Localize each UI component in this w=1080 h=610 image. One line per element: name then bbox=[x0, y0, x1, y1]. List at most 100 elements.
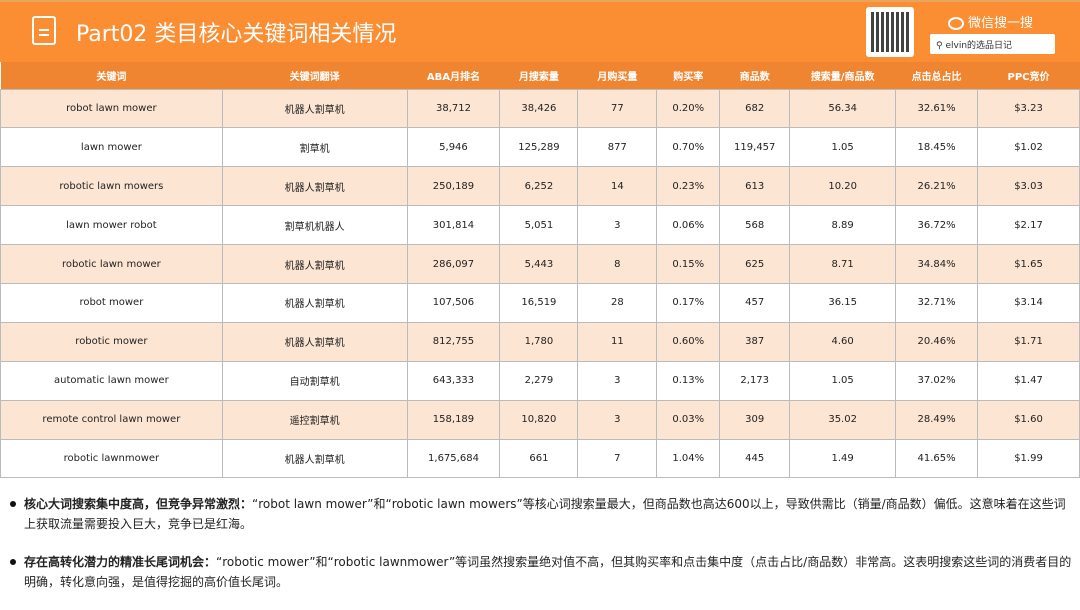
table-cell: 661 bbox=[499, 438, 579, 479]
table-cell: 4.60 bbox=[789, 321, 897, 362]
table-cell: $1.47 bbox=[977, 360, 1080, 401]
table-cell: 309 bbox=[719, 399, 791, 440]
table-cell: 8.71 bbox=[789, 244, 897, 284]
table-cell: $3.14 bbox=[977, 282, 1080, 323]
table-cell: lawn mower robot bbox=[0, 205, 223, 246]
wechat-icon bbox=[948, 17, 964, 30]
table-cell: 机器人割草机 bbox=[221, 244, 408, 284]
table-cell: 5,051 bbox=[499, 205, 579, 246]
table-cell: 割草机 bbox=[221, 127, 408, 168]
search-box[interactable]: ⚲ elvin的选品日记 bbox=[930, 34, 1055, 54]
table-cell: robot lawn mower bbox=[0, 88, 223, 129]
column-header: ABA月排名 bbox=[407, 62, 500, 89]
table-cell: 1.05 bbox=[789, 127, 897, 168]
table-cell: 625 bbox=[719, 244, 791, 284]
column-header: 点击总占比 bbox=[895, 62, 978, 89]
table-cell: 613 bbox=[719, 166, 791, 207]
column-header: 月购买量 bbox=[577, 62, 657, 89]
table-cell: lawn mower bbox=[0, 127, 223, 168]
table-cell: 36.72% bbox=[895, 205, 979, 246]
table-cell: 250,189 bbox=[406, 166, 501, 207]
insight-item: 核心大词搜索集中度高，但竞争异常激烈：“robot lawn mower”和“r… bbox=[8, 494, 1073, 534]
table-cell: 机器人割草机 bbox=[221, 438, 408, 479]
table-cell: 1.04% bbox=[656, 438, 721, 479]
table-cell: 643,333 bbox=[406, 360, 501, 401]
table-row: automatic lawn mower 自动割草机 643,333 2,279 3 0.… bbox=[0, 360, 1080, 401]
table-cell: 0.20% bbox=[656, 88, 721, 129]
table-cell: $1.71 bbox=[977, 321, 1080, 362]
table-cell: 14 bbox=[577, 166, 658, 207]
table-cell: 8 bbox=[577, 244, 658, 284]
table-cell: $3.23 bbox=[977, 88, 1080, 129]
table-cell: 8.89 bbox=[789, 205, 897, 246]
column-header: PPC竞价 bbox=[977, 62, 1080, 89]
insight-text: “robotic mower”和“robotic lawnmower”等词虽然搜… bbox=[24, 555, 1072, 589]
table-row: lawn mower 割草机 5,946 125,289 877 0.70% 119,457… bbox=[0, 127, 1080, 168]
table-cell: 20.46% bbox=[895, 321, 979, 362]
table-cell: 38,426 bbox=[499, 88, 579, 129]
table-cell: 5,946 bbox=[406, 127, 501, 168]
table-cell: 6,252 bbox=[499, 166, 579, 207]
table-cell: 10.20 bbox=[789, 166, 897, 207]
table-cell: 682 bbox=[719, 88, 791, 129]
table-cell: 1.05 bbox=[789, 360, 897, 401]
column-header: 月搜索量 bbox=[499, 62, 578, 89]
table-row: remote control lawn mower 遥控割草机 158,189 10,… bbox=[0, 399, 1080, 440]
insight-heading: 核心大词搜索集中度高，但竞争异常激烈： bbox=[24, 497, 253, 511]
page-title: Part02 类目核心关键词相关情况 bbox=[76, 22, 397, 47]
table-cell: remote control lawn mower bbox=[0, 399, 223, 440]
table-row: robotic lawnmower 机器人割草机 1,675,684 661 7 1.04… bbox=[0, 438, 1080, 479]
table-cell: 1,780 bbox=[499, 321, 579, 362]
header-banner: Part02 类目核心关键词相关情况 微信搜一搜 ⚲ elvin的选品日记 bbox=[0, 0, 1080, 62]
table-cell: 0.06% bbox=[656, 205, 721, 246]
table-cell: 0.13% bbox=[656, 360, 721, 401]
table-row: robotic mower 机器人割草机 812,755 1,780 11 0.60% 38… bbox=[0, 321, 1080, 362]
table-cell: 812,755 bbox=[406, 321, 501, 362]
column-header: 购买率 bbox=[656, 62, 720, 89]
table-cell: 机器人割草机 bbox=[221, 88, 408, 129]
table-cell: 301,814 bbox=[406, 205, 501, 246]
table-cell: 0.15% bbox=[656, 244, 721, 284]
table-cell: $3.03 bbox=[977, 166, 1080, 207]
table-row: lawn mower robot 割草机机器人 301,814 5,051 3 0.06%… bbox=[0, 205, 1080, 246]
table-cell: 2,173 bbox=[719, 360, 791, 401]
table-cell: 286,097 bbox=[406, 244, 501, 284]
table-cell: 10,820 bbox=[499, 399, 579, 440]
table-cell: $1.60 bbox=[977, 399, 1080, 440]
wechat-label-text: 微信搜一搜 bbox=[968, 16, 1034, 31]
table-cell: 877 bbox=[577, 127, 658, 168]
wechat-search-label: 微信搜一搜 bbox=[948, 12, 1033, 31]
table-cell: 11 bbox=[577, 321, 658, 362]
table-cell: 38,712 bbox=[406, 88, 501, 129]
column-header: 关键词 bbox=[0, 62, 223, 89]
table-cell: 107,506 bbox=[406, 282, 501, 323]
table-cell: $1.02 bbox=[977, 127, 1080, 168]
table-cell: 445 bbox=[719, 438, 791, 479]
table-row: robotic lawn mowers 机器人割草机 250,189 6,252 14 0… bbox=[0, 166, 1080, 207]
table-cell: 457 bbox=[719, 282, 791, 323]
table-cell: 28 bbox=[577, 282, 658, 323]
table-cell: robotic mower bbox=[0, 321, 223, 362]
search-icon: ⚲ bbox=[936, 41, 946, 51]
column-header: 关键词翻译 bbox=[222, 62, 408, 89]
table-cell: 28.49% bbox=[895, 399, 979, 440]
table-row: robot lawn mower 机器人割草机 38,712 38,426 77 0.20… bbox=[0, 88, 1080, 129]
table-cell: 35.02 bbox=[789, 399, 897, 440]
insight-heading: 存在高转化潜力的精准长尾词机会： bbox=[24, 555, 217, 569]
table-cell: 32.71% bbox=[895, 282, 979, 323]
table-cell: 1,675,684 bbox=[406, 438, 501, 479]
table-cell: 机器人割草机 bbox=[221, 321, 408, 362]
table-cell: 5,443 bbox=[499, 244, 579, 284]
table-cell: 3 bbox=[577, 399, 658, 440]
table-cell: 34.84% bbox=[895, 244, 979, 284]
table-cell: 7 bbox=[577, 438, 658, 479]
table-cell: 568 bbox=[719, 205, 791, 246]
table-cell: 119,457 bbox=[719, 127, 791, 168]
table-cell: 16,519 bbox=[499, 282, 579, 323]
column-header: 搜索量/商品数 bbox=[789, 62, 896, 89]
table-header-row: 关键词 关键词翻译 ABA月排名 月搜索量 月购买量 购买率 商品数 搜索量/商品数 点击总占比… bbox=[0, 62, 1080, 89]
table-cell: robotic lawn mowers bbox=[0, 166, 223, 207]
table-cell: 125,289 bbox=[499, 127, 579, 168]
table-cell: $1.99 bbox=[977, 438, 1080, 479]
table-cell: 18.45% bbox=[895, 127, 979, 168]
